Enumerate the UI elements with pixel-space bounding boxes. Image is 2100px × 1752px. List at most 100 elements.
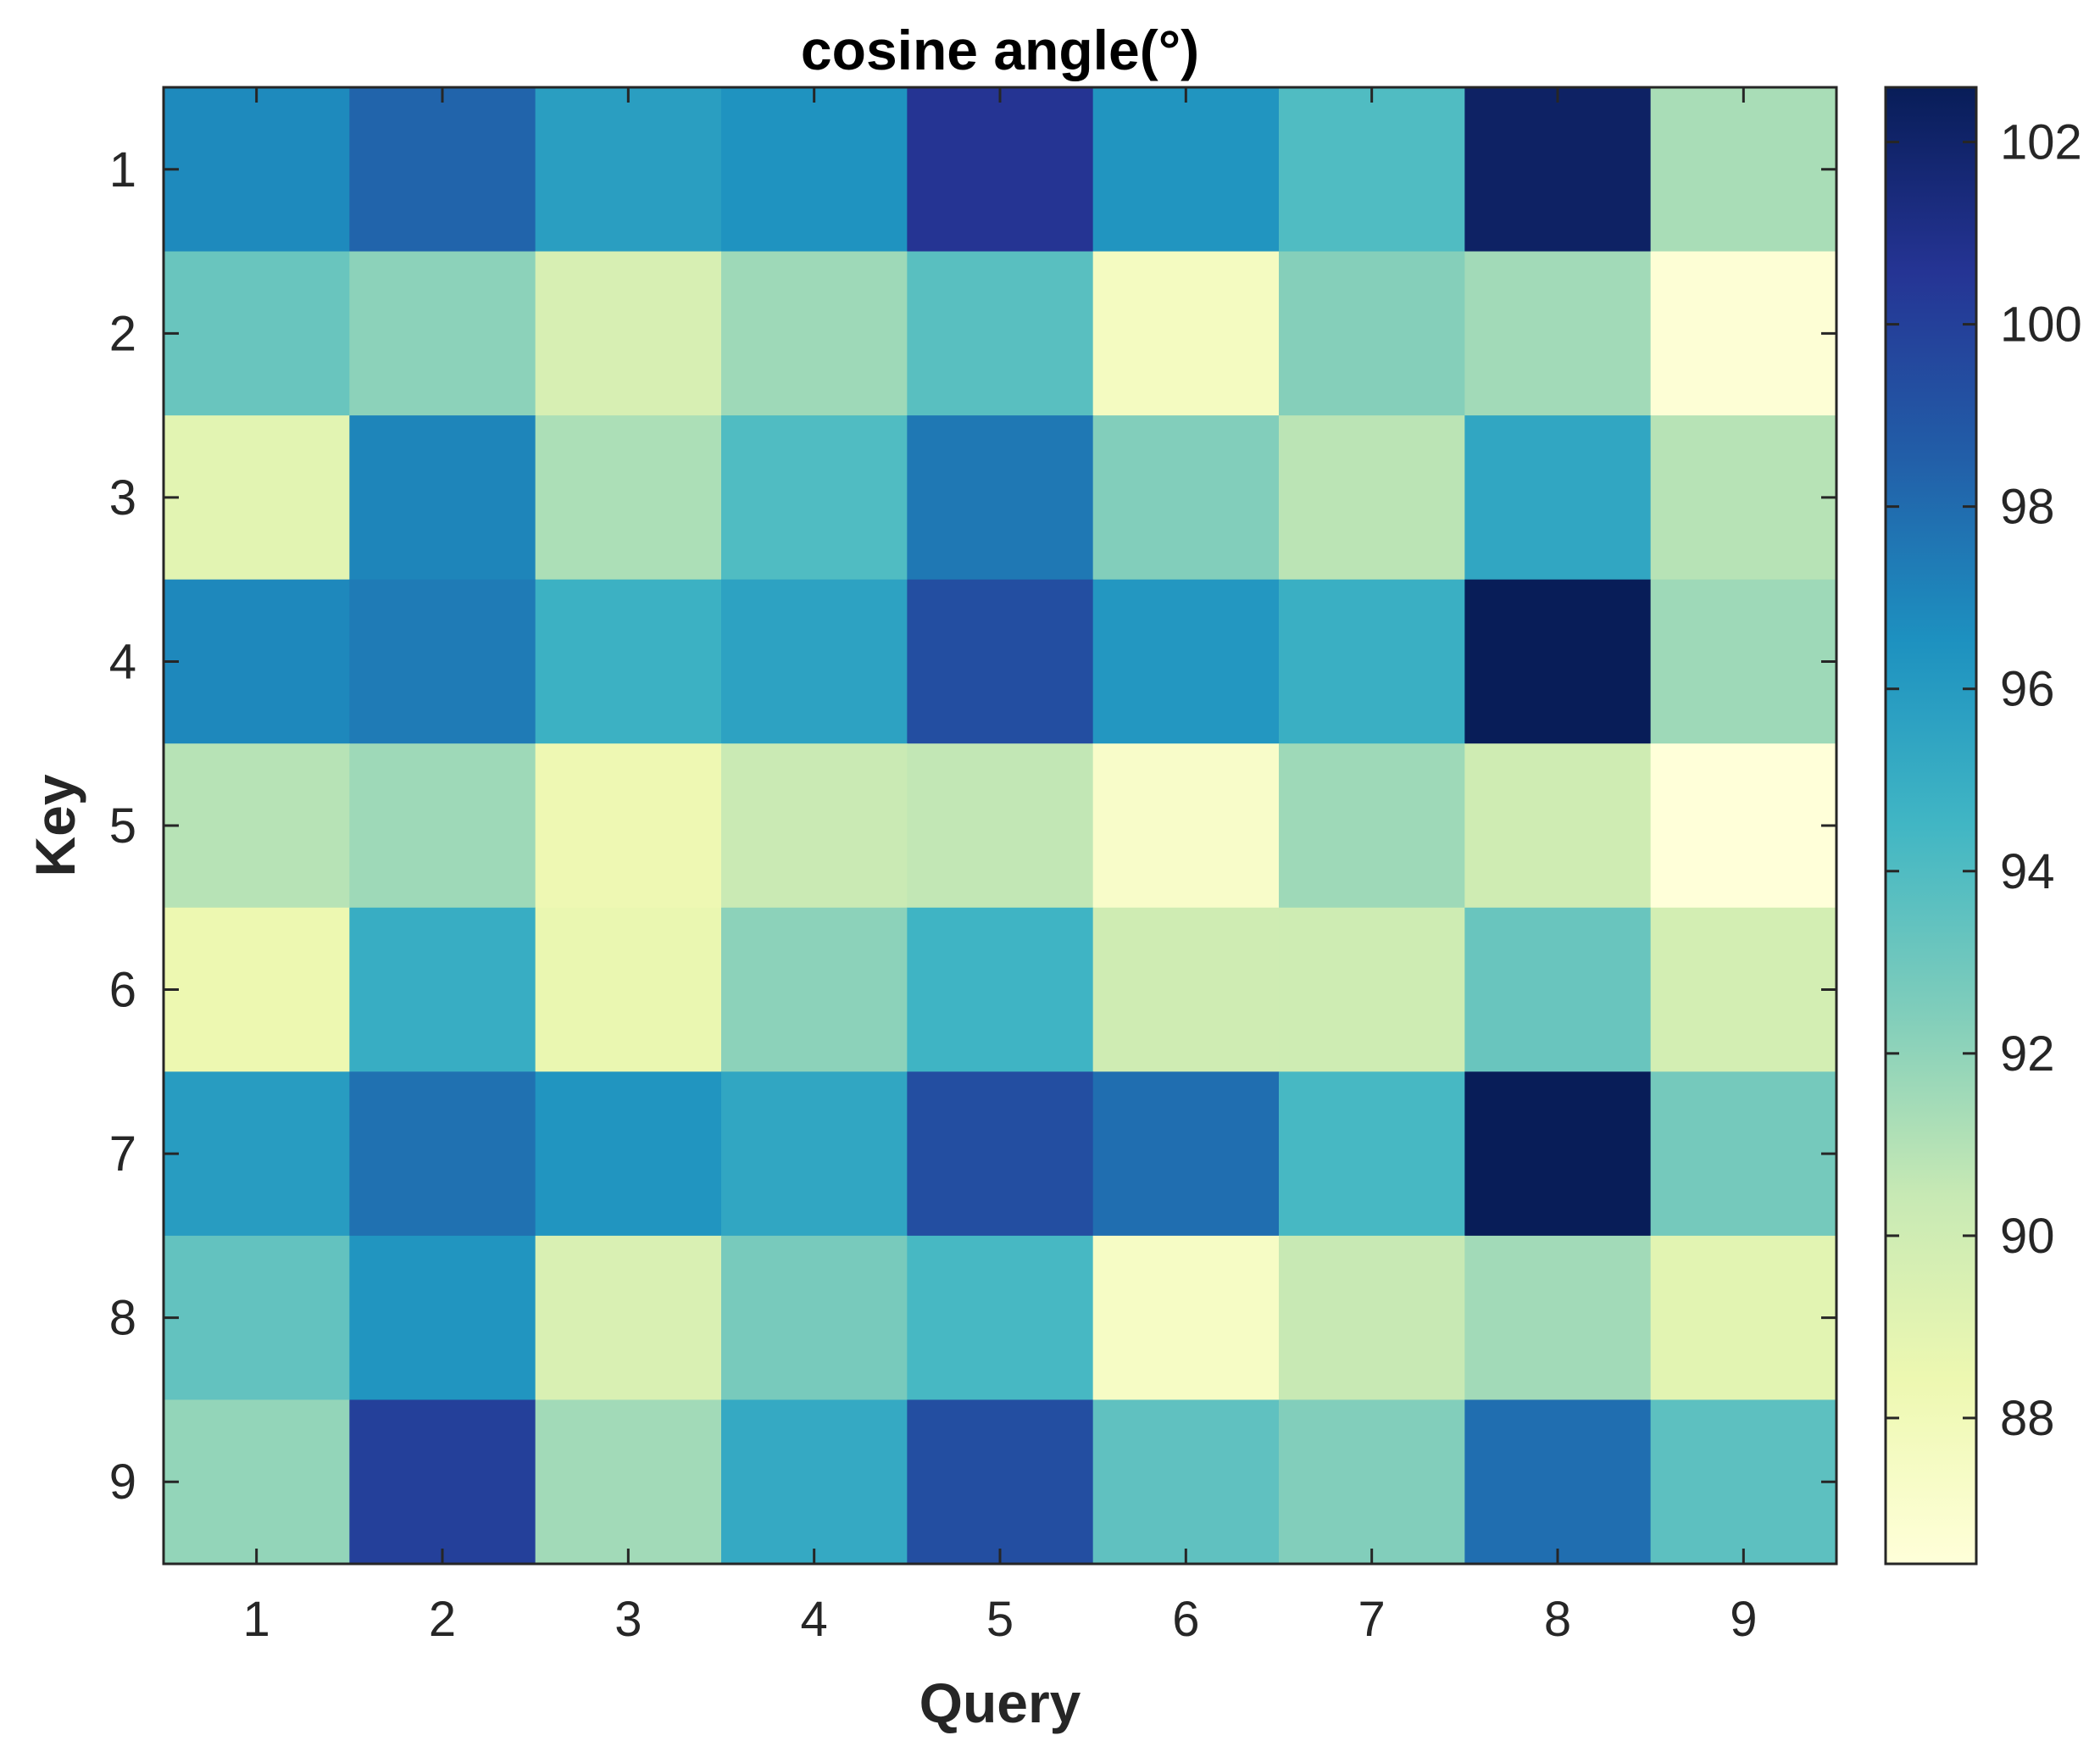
heatmap-cell-r1-c4	[721, 87, 908, 253]
heatmap-cell-r2-c7	[1279, 251, 1465, 416]
heatmap-cell-r7-c4	[721, 1071, 908, 1237]
x-tick-label: 7	[1358, 1592, 1386, 1647]
heatmap-cell-r8-c1	[164, 1235, 350, 1401]
heatmap-cell-r3-c6	[1092, 415, 1280, 581]
x-tick-labels: 1 2 3 4 5 6 7 8 9	[243, 1592, 1758, 1647]
heatmap-cell-r9-c7	[1279, 1399, 1465, 1565]
heatmap-cell-r1-c5	[907, 87, 1094, 253]
x-tick-label: 8	[1544, 1592, 1571, 1647]
y-tick-label: 1	[109, 142, 136, 197]
heatmap-cell-r4-c5	[907, 579, 1094, 744]
heatmap-cell-r5-c3	[535, 743, 722, 909]
heatmap-cell-r5-c4	[721, 743, 908, 909]
heatmap-cell-r6-c6	[1092, 907, 1280, 1072]
heatmap-cell-r2-c6	[1092, 251, 1280, 416]
heatmap-cell-r2-c5	[907, 251, 1094, 416]
heatmap-cell-r7-c3	[535, 1071, 722, 1237]
heatmap-cell-r9-c6	[1092, 1399, 1280, 1565]
heatmap-cell-r9-c3	[535, 1399, 722, 1565]
heatmap-cell-r6-c7	[1279, 907, 1465, 1072]
colorbar-tick-label: 88	[2000, 1391, 2055, 1446]
heatmap-cell-r9-c1	[164, 1399, 350, 1565]
heatmap-cells	[164, 87, 1837, 1565]
colorbar-tick-label: 98	[2000, 480, 2055, 535]
heatmap-cell-r7-c7	[1279, 1071, 1465, 1237]
heatmap-cell-r8-c9	[1650, 1235, 1837, 1401]
heatmap-cell-r6-c1	[164, 907, 350, 1072]
heatmap-cell-r8-c4	[721, 1235, 908, 1401]
y-tick-label: 2	[109, 306, 136, 361]
heatmap-cell-r9-c2	[349, 1399, 536, 1565]
heatmap-cell-r5-c1	[164, 743, 350, 909]
heatmap-cell-r8-c5	[907, 1235, 1094, 1401]
heatmap-cell-r2-c9	[1650, 251, 1837, 416]
heatmap-cell-r4-c6	[1092, 579, 1280, 744]
heatmap-cell-r7-c2	[349, 1071, 536, 1237]
heatmap-cell-r2-c2	[349, 251, 536, 416]
heatmap-cell-r4-c1	[164, 579, 350, 744]
colorbar-tick-label: 96	[2000, 662, 2055, 717]
heatmap-cell-r1-c8	[1464, 87, 1652, 253]
heatmap-cell-r3-c9	[1650, 415, 1837, 581]
heatmap-cell-r7-c9	[1650, 1071, 1837, 1237]
x-tick-label: 6	[1172, 1592, 1199, 1647]
x-tick-label: 2	[429, 1592, 456, 1647]
heatmap-cell-r6-c8	[1464, 907, 1652, 1072]
heatmap-cell-r6-c4	[721, 907, 908, 1072]
colorbar-tick-label: 94	[2000, 844, 2055, 899]
colorbar-tick-label: 102	[2000, 115, 2082, 170]
colorbar-tick-label: 90	[2000, 1209, 2055, 1264]
heatmap-cell-r5-c6	[1092, 743, 1280, 909]
heatmap-cell-r1-c1	[164, 87, 350, 253]
heatmap-cell-r5-c9	[1650, 743, 1837, 909]
heatmap-cell-r2-c8	[1464, 251, 1652, 416]
y-tick-label: 9	[109, 1454, 136, 1510]
heatmap-cell-r7-c6	[1092, 1071, 1280, 1237]
heatmap-cell-r1-c7	[1279, 87, 1465, 253]
x-tick-label: 4	[801, 1592, 828, 1647]
heatmap-cell-r9-c9	[1650, 1399, 1837, 1565]
heatmap-cell-r1-c9	[1650, 87, 1837, 253]
heatmap-cell-r6-c2	[349, 907, 536, 1072]
heatmap-cell-r5-c7	[1279, 743, 1465, 909]
heatmap-cell-r5-c2	[349, 743, 536, 909]
x-tick-label: 5	[986, 1592, 1014, 1647]
x-tick-label: 9	[1730, 1592, 1757, 1647]
y-tick-label: 8	[109, 1291, 136, 1346]
heatmap-cell-r4-c2	[349, 579, 536, 744]
heatmap-cell-r4-c9	[1650, 579, 1837, 744]
heatmap-cell-r1-c2	[349, 87, 536, 253]
colorbar-tick-label: 92	[2000, 1026, 2055, 1082]
heatmap-cell-r1-c3	[535, 87, 722, 253]
heatmap-cell-r7-c5	[907, 1071, 1094, 1237]
heatmap-cell-r5-c8	[1464, 743, 1652, 909]
chart-title: cosine angle(°)	[801, 19, 1199, 81]
heatmap-cell-r6-c3	[535, 907, 722, 1072]
x-tick-label: 1	[243, 1592, 270, 1647]
y-tick-label: 5	[109, 798, 136, 854]
y-tick-label: 4	[109, 634, 136, 689]
y-tick-label: 3	[109, 470, 136, 526]
y-tick-labels: 1 2 3 4 5 6 7 8 9	[109, 142, 136, 1510]
heatmap-cell-r3-c1	[164, 415, 350, 581]
y-tick-label: 6	[109, 963, 136, 1018]
heatmap-cell-r3-c7	[1279, 415, 1465, 581]
heatmap-cell-r2-c3	[535, 251, 722, 416]
heatmap-cell-r3-c2	[349, 415, 536, 581]
colorbar	[1884, 86, 1978, 1566]
heatmap-cell-r8-c2	[349, 1235, 536, 1401]
heatmap-cell-r4-c8	[1464, 579, 1652, 744]
heatmap-cell-r7-c8	[1464, 1071, 1652, 1237]
heatmap-cell-r8-c8	[1464, 1235, 1652, 1401]
heatmap-cell-r3-c5	[907, 415, 1094, 581]
heatmap-cell-r4-c4	[721, 579, 908, 744]
colorbar-tick-label: 100	[2000, 298, 2082, 353]
heatmap-cell-r3-c4	[721, 415, 908, 581]
heatmap-cell-r3-c3	[535, 415, 722, 581]
y-tick-label: 7	[109, 1126, 136, 1182]
heatmap-cell-r2-c4	[721, 251, 908, 416]
y-axis-label: Key	[24, 774, 86, 876]
x-tick-label: 3	[614, 1592, 642, 1647]
heatmap-cell-r3-c8	[1464, 415, 1652, 581]
